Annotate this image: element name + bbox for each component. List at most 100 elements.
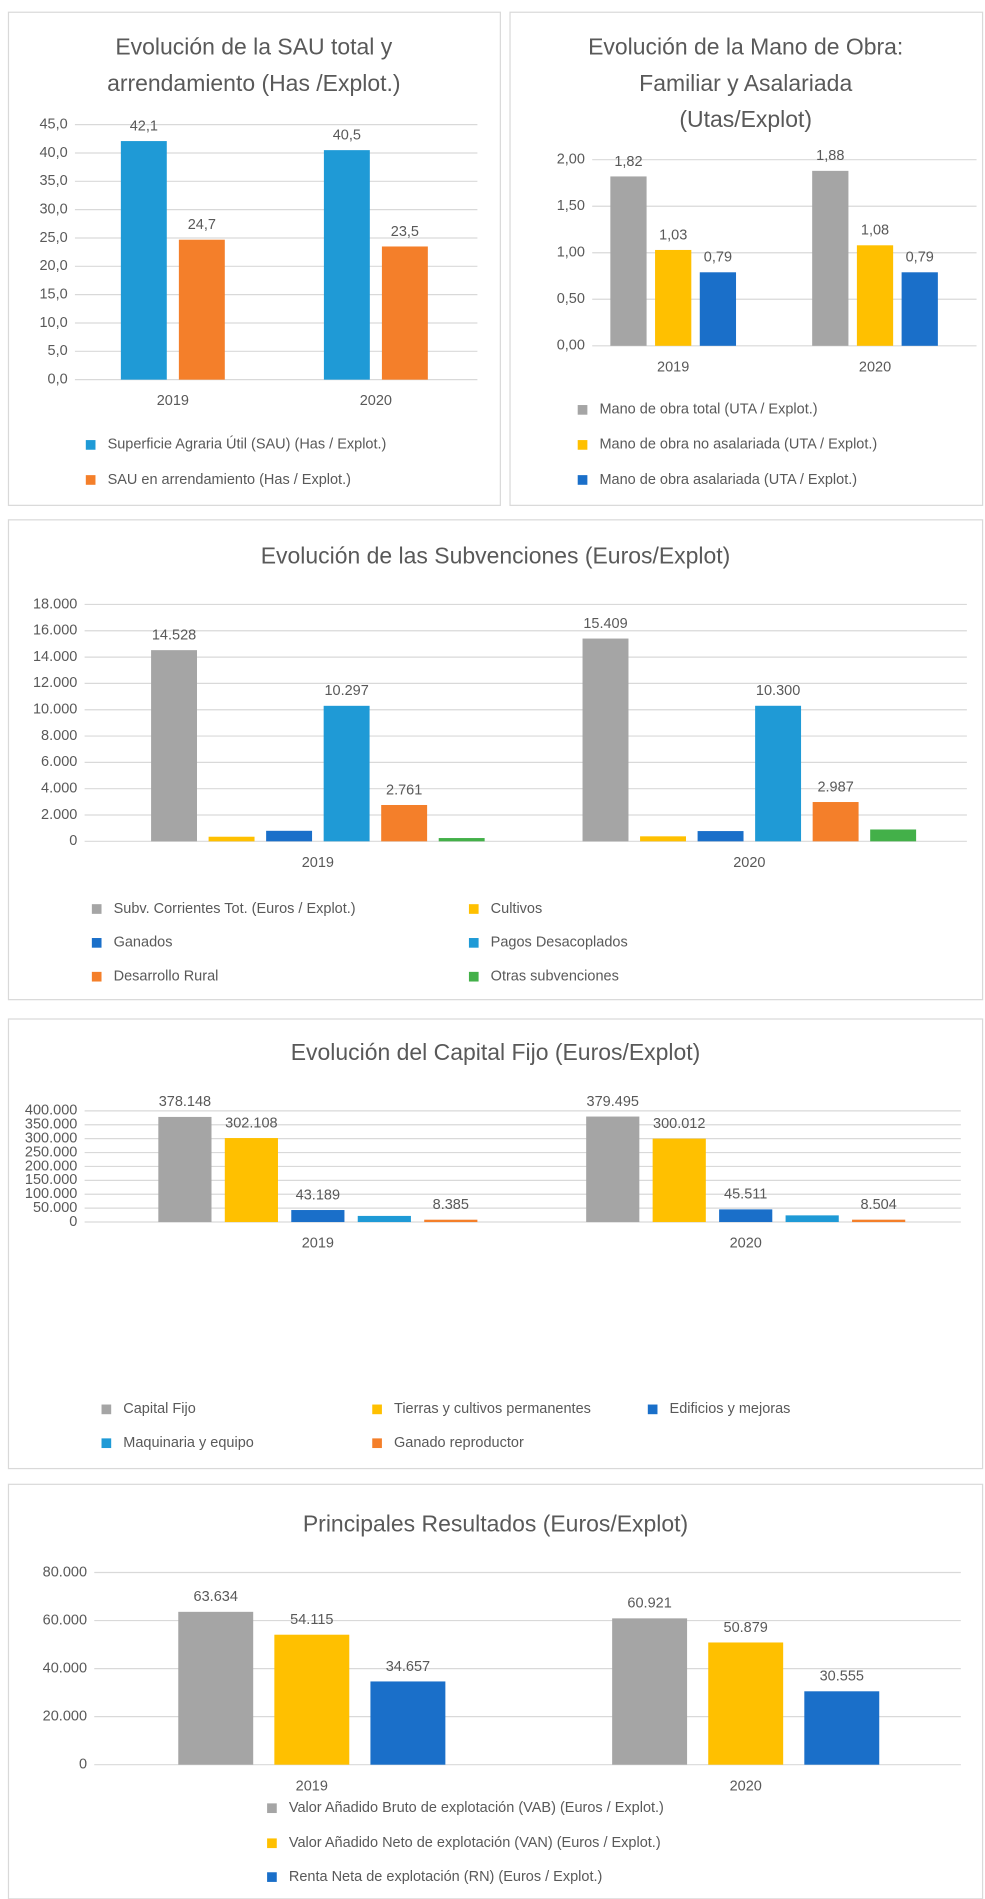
legend-label: Pagos Desacoplados [491, 935, 628, 951]
y-tick-label: 300.000 [25, 1130, 77, 1146]
legend-label: Otras subvenciones [491, 969, 619, 985]
bar [424, 1219, 478, 1223]
y-tick-label: 0 [69, 833, 77, 849]
bar [708, 1642, 784, 1765]
bar [266, 830, 313, 842]
bar [291, 1210, 345, 1223]
legend-swatch [372, 1404, 382, 1415]
legend-label: Valor Añadido Bruto de explotación (VAB)… [289, 1800, 664, 1816]
y-tick-label: 10,0 [39, 315, 67, 331]
panel [509, 11, 984, 506]
y-tick-label: 0 [79, 1757, 87, 1773]
bar [357, 1215, 411, 1223]
bar [612, 1618, 688, 1765]
chart-title: Evolución de las Subvenciones (Euros/Exp… [261, 542, 731, 568]
value-label: 24,7 [188, 217, 216, 233]
value-label: 23,5 [391, 224, 419, 240]
bar [381, 246, 428, 380]
y-tick-label: 4.000 [41, 781, 77, 797]
bar [697, 831, 744, 842]
y-tick-label: 1,00 [557, 245, 585, 261]
chart-title: Evolución de la Mano de Obra: [588, 34, 903, 60]
value-label: 0,79 [906, 250, 934, 266]
y-tick-label: 15,0 [39, 286, 67, 302]
legend-label: Edificios y mejoras [670, 1401, 791, 1417]
y-tick-label: 10.000 [33, 702, 77, 718]
y-tick-label: 250.000 [25, 1144, 77, 1160]
legend-label: Renta Neta de explotación (RN) (Euros / … [289, 1869, 603, 1885]
bar [812, 802, 859, 842]
legend-label: Maquinaria y equipo [123, 1435, 254, 1451]
bar [586, 1116, 640, 1223]
legend-swatch [91, 904, 102, 914]
value-label: 34.657 [386, 1659, 430, 1675]
value-label: 1,08 [861, 223, 889, 239]
y-tick-label: 80.000 [43, 1564, 87, 1580]
chart-title: Evolución de la SAU total y [115, 34, 392, 60]
x-tick-label: 2019 [296, 1778, 328, 1794]
y-tick-label: 200.000 [25, 1158, 77, 1174]
legend-label: Superficie Agraria Útil (SAU) (Has / Exp… [108, 436, 387, 453]
legend-label: Ganados [114, 935, 173, 951]
y-tick-label: 2.000 [41, 807, 77, 823]
bar [158, 1116, 212, 1223]
bar [224, 1138, 278, 1223]
y-tick-label: 0,0 [48, 371, 68, 387]
y-tick-label: 14.000 [33, 649, 77, 665]
y-tick-label: 0,50 [557, 291, 585, 307]
chart-title: (Utas/Explot) [679, 106, 812, 132]
legend-swatch [267, 1803, 277, 1814]
y-tick-label: 35,0 [39, 173, 67, 189]
legend-label: Cultivos [491, 901, 543, 917]
bar [755, 705, 802, 842]
value-label: 43.189 [296, 1187, 340, 1203]
value-label: 8.385 [433, 1197, 469, 1213]
y-tick-label: 20.000 [43, 1708, 87, 1724]
bar [852, 1219, 906, 1223]
bar [870, 829, 917, 842]
bar [719, 1209, 773, 1223]
bar [699, 272, 737, 346]
chart-title: Evolución del Capital Fijo (Euros/Explot… [291, 1039, 701, 1065]
y-tick-label: 18.000 [33, 596, 77, 612]
bar [381, 804, 428, 842]
bar [582, 638, 629, 842]
legend-swatch [85, 475, 96, 485]
x-tick-label: 2020 [730, 1778, 762, 1794]
y-tick-label: 20,0 [39, 258, 67, 274]
x-tick-label: 2019 [157, 393, 189, 409]
legend-label: Mano de obra no asalariada (UTA / Explot… [599, 437, 877, 453]
legend-label: Valor Añadido Neto de explotación (VAN) … [289, 1835, 661, 1851]
legend-swatch [468, 938, 479, 948]
y-tick-label: 60.000 [43, 1612, 87, 1628]
value-label: 300.012 [653, 1116, 705, 1132]
bar [785, 1215, 839, 1223]
value-label: 10.297 [324, 683, 368, 699]
value-label: 30.555 [820, 1669, 864, 1685]
x-tick-label: 2020 [360, 393, 392, 409]
y-tick-label: 12.000 [33, 675, 77, 691]
legend-label: Mano de obra asalariada (UTA / Explot.) [599, 472, 857, 488]
x-tick-label: 2019 [657, 359, 689, 375]
panel [7, 1018, 984, 1470]
bar [640, 836, 686, 842]
y-tick-label: 2,00 [557, 152, 585, 168]
legend-swatch [267, 1838, 277, 1849]
x-tick-label: 2020 [859, 359, 891, 375]
bar [120, 141, 167, 380]
y-tick-label: 5,0 [48, 343, 68, 359]
bar [323, 150, 370, 380]
y-tick-label: 30,0 [39, 201, 67, 217]
value-label: 302.108 [225, 1115, 277, 1131]
legend-swatch [372, 1438, 382, 1449]
value-label: 2.987 [817, 779, 853, 795]
value-label: 1,82 [614, 154, 642, 170]
bar [208, 836, 255, 842]
legend-label: Mano de obra total (UTA / Explot.) [599, 402, 817, 418]
legend-swatch [85, 440, 96, 450]
x-tick-label: 2019 [302, 855, 334, 871]
bar [370, 1681, 446, 1765]
bar [804, 1691, 880, 1765]
legend-label: Subv. Corrientes Tot. (Euros / Explot.) [114, 901, 356, 917]
